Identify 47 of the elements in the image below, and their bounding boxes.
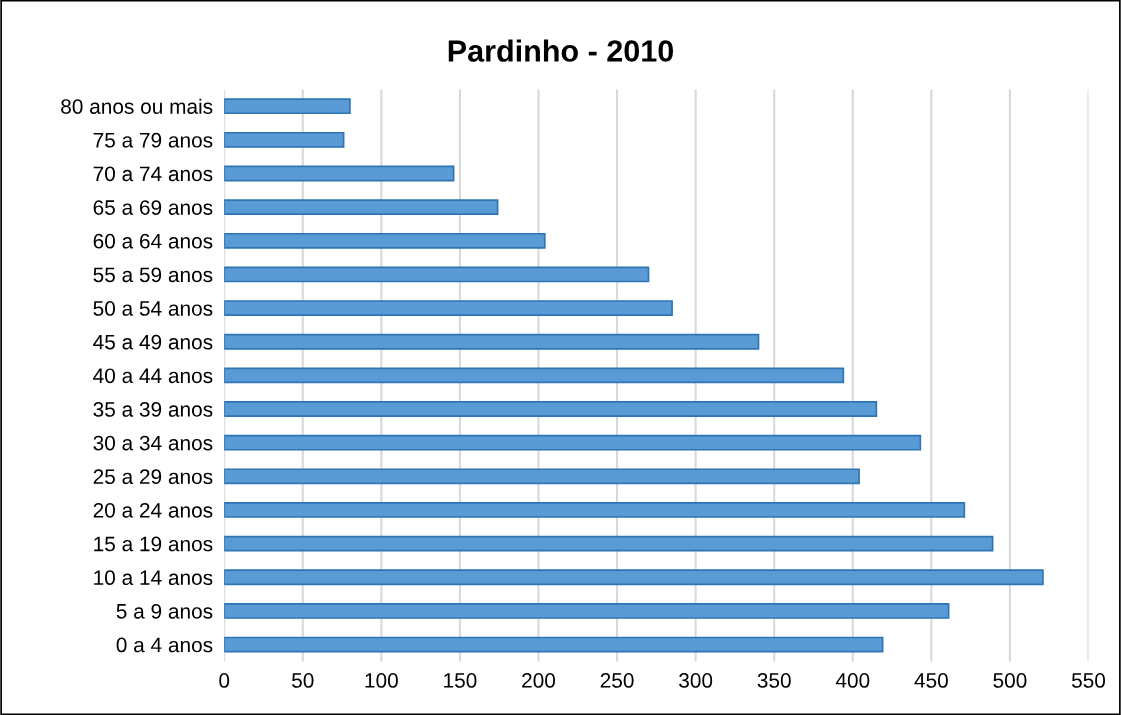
bar bbox=[224, 603, 950, 619]
bar bbox=[224, 502, 966, 518]
y-tick-label: 60 a 64 anos bbox=[93, 233, 213, 249]
chart-title: Pardinho - 2010 bbox=[448, 39, 674, 62]
y-tick-label: 55 a 59 anos bbox=[93, 267, 213, 283]
x-tick-label: 100 bbox=[365, 673, 398, 688]
y-tick-label: 40 a 44 anos bbox=[93, 368, 213, 384]
x-tick-label: 150 bbox=[444, 673, 477, 688]
y-tick-label: 10 a 14 anos bbox=[94, 570, 213, 586]
x-tick-label: 0 bbox=[219, 673, 230, 688]
y-tick-label: 75 a 79 anos bbox=[93, 132, 213, 148]
bar bbox=[224, 98, 351, 115]
y-tick-label: 20 a 24 anos bbox=[93, 502, 213, 518]
bar bbox=[224, 266, 650, 283]
y-tick-label: 30 a 34 anos bbox=[93, 435, 213, 451]
x-tick-label: 450 bbox=[914, 673, 948, 688]
y-tick-label: 25 a 29 anos bbox=[93, 469, 213, 485]
bar bbox=[224, 636, 884, 653]
y-tick-label: 5 a 9 anos bbox=[116, 603, 213, 619]
bar bbox=[224, 367, 845, 384]
y-tick-label: 35 a 39 anos bbox=[93, 402, 213, 417]
y-tick-label: 80 anos ou mais bbox=[61, 98, 213, 114]
y-tick-label: 70 a 74 anos bbox=[93, 166, 213, 182]
x-tick-label: 300 bbox=[679, 673, 713, 688]
y-tick-label: 50 a 54 anos bbox=[93, 301, 213, 316]
y-tick-label: 0 a 4 anos bbox=[116, 637, 213, 653]
bar bbox=[224, 199, 499, 216]
y-tick-label: 15 a 19 anos bbox=[94, 536, 213, 552]
x-tick-label: 550 bbox=[1071, 673, 1106, 688]
x-tick-label: 50 bbox=[292, 673, 314, 688]
bar bbox=[224, 165, 455, 182]
x-tick-label: 400 bbox=[835, 673, 870, 688]
x-tick-label: 500 bbox=[993, 673, 1027, 688]
bar bbox=[224, 569, 1044, 586]
bar bbox=[224, 131, 345, 148]
bar bbox=[224, 535, 994, 552]
bar bbox=[224, 401, 878, 417]
x-tick-label: 350 bbox=[757, 673, 791, 688]
y-tick-label: 45 a 49 anos bbox=[93, 334, 213, 350]
bar bbox=[224, 333, 760, 350]
bar bbox=[224, 232, 546, 249]
bar bbox=[224, 300, 673, 316]
bar bbox=[224, 434, 922, 451]
bar bbox=[224, 468, 860, 485]
y-tick-label: 65 a 69 anos bbox=[93, 200, 213, 215]
x-tick-label: 200 bbox=[522, 673, 556, 688]
x-tick-label: 250 bbox=[600, 673, 634, 688]
